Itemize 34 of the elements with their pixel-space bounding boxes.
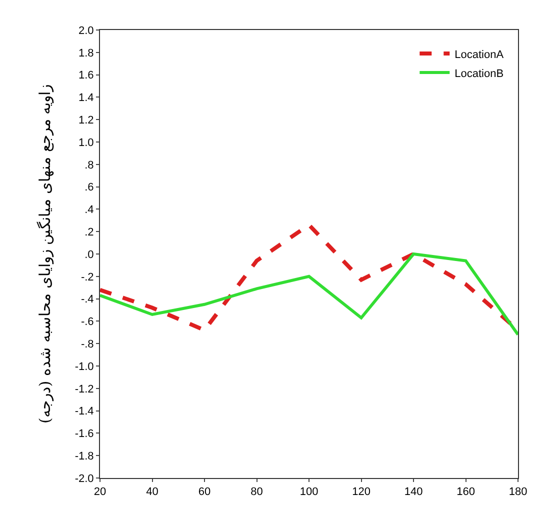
x-tick-label: 100 [300,486,318,498]
y-tick-label: .2 [84,226,94,238]
y-tick-label: -1.6 [74,428,94,440]
x-tick-label: 160 [456,486,475,498]
x-tick-label: 180 [508,486,528,498]
y-tick-label: -.2 [80,271,94,284]
legend-label: LocationB [454,68,504,80]
y-tick-label: -.6 [80,316,94,328]
legend-label: LocationA [454,48,504,61]
y-tick-label: -1.0 [74,360,94,373]
y-tick-label: 1.6 [78,70,94,82]
y-axis-title: زاویه مرجع منهای میانگین زوایای محاسبه شده (درجه) [36,84,54,424]
y-tick-label: .6 [84,182,94,194]
y-tick-label: -.8 [80,338,94,350]
x-tick-label: 120 [352,486,370,498]
y-tick-label: -.4 [80,294,94,306]
y-tick-label: .8 [84,159,94,172]
x-tick-label: 20 [94,486,106,498]
x-tick-label: 140 [404,486,423,498]
y-tick-label: -1.2 [74,383,94,396]
y-tick-label: 2.0 [78,24,94,37]
y-tick-label: 1.4 [78,92,94,104]
y-tick-label: -2.0 [74,472,94,485]
y-tick-label: -1.4 [74,406,94,418]
y-tick-label: 1.0 [78,136,94,149]
line-series [100,252,518,336]
y-tick-label: 1.2 [78,114,94,126]
x-tick-label: 40 [146,486,158,498]
y-tick-label: .0 [84,248,94,261]
y-tick-label: -1.8 [74,450,94,462]
y-tick-label: .4 [84,204,94,216]
y-tick-label: 1.8 [78,47,94,60]
x-tick-label: 60 [198,486,211,498]
x-tick-label: 80 [250,486,263,498]
